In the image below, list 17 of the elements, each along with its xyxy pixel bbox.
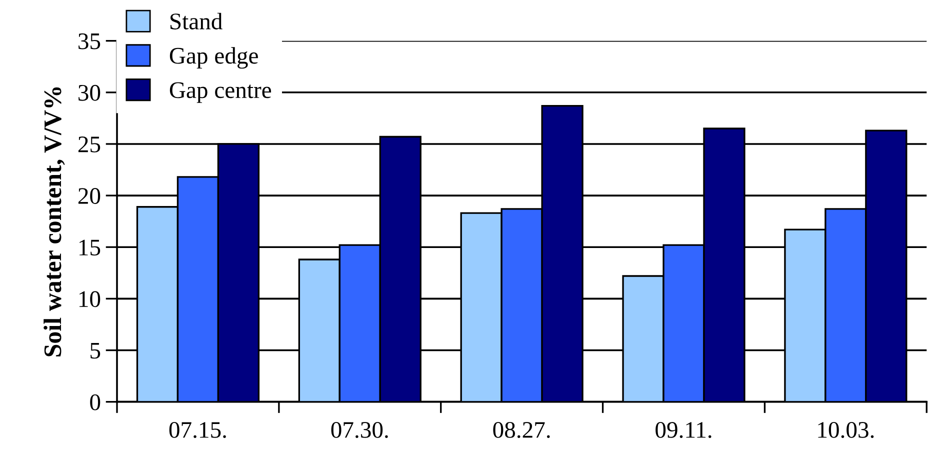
x-tick-label: 10.03. (818, 422, 874, 438)
legend-label: Gap edge (170, 47, 258, 69)
y-tick-label: 35 (78, 33, 100, 50)
y-tick-label: 20 (78, 188, 100, 204)
x-tick-label: 07.30. (331, 422, 388, 438)
y-axis-title: Soil water content, V/V% (44, 87, 65, 356)
x-tick-label: 08.27. (493, 422, 550, 438)
y-tick-label: 0 (90, 394, 100, 410)
legend-label: Stand (170, 12, 222, 30)
y-tick-label: 25 (78, 136, 100, 152)
legend-label: Gap centre (170, 82, 272, 103)
x-tick-label: 07.15. (169, 422, 226, 438)
x-tick-label: 09.11. (656, 422, 712, 438)
y-tick-label: 10 (79, 291, 100, 308)
y-tick-label: 30 (78, 84, 100, 101)
y-tick-label: 5 (90, 342, 100, 359)
y-tick-label: 15 (79, 240, 100, 256)
